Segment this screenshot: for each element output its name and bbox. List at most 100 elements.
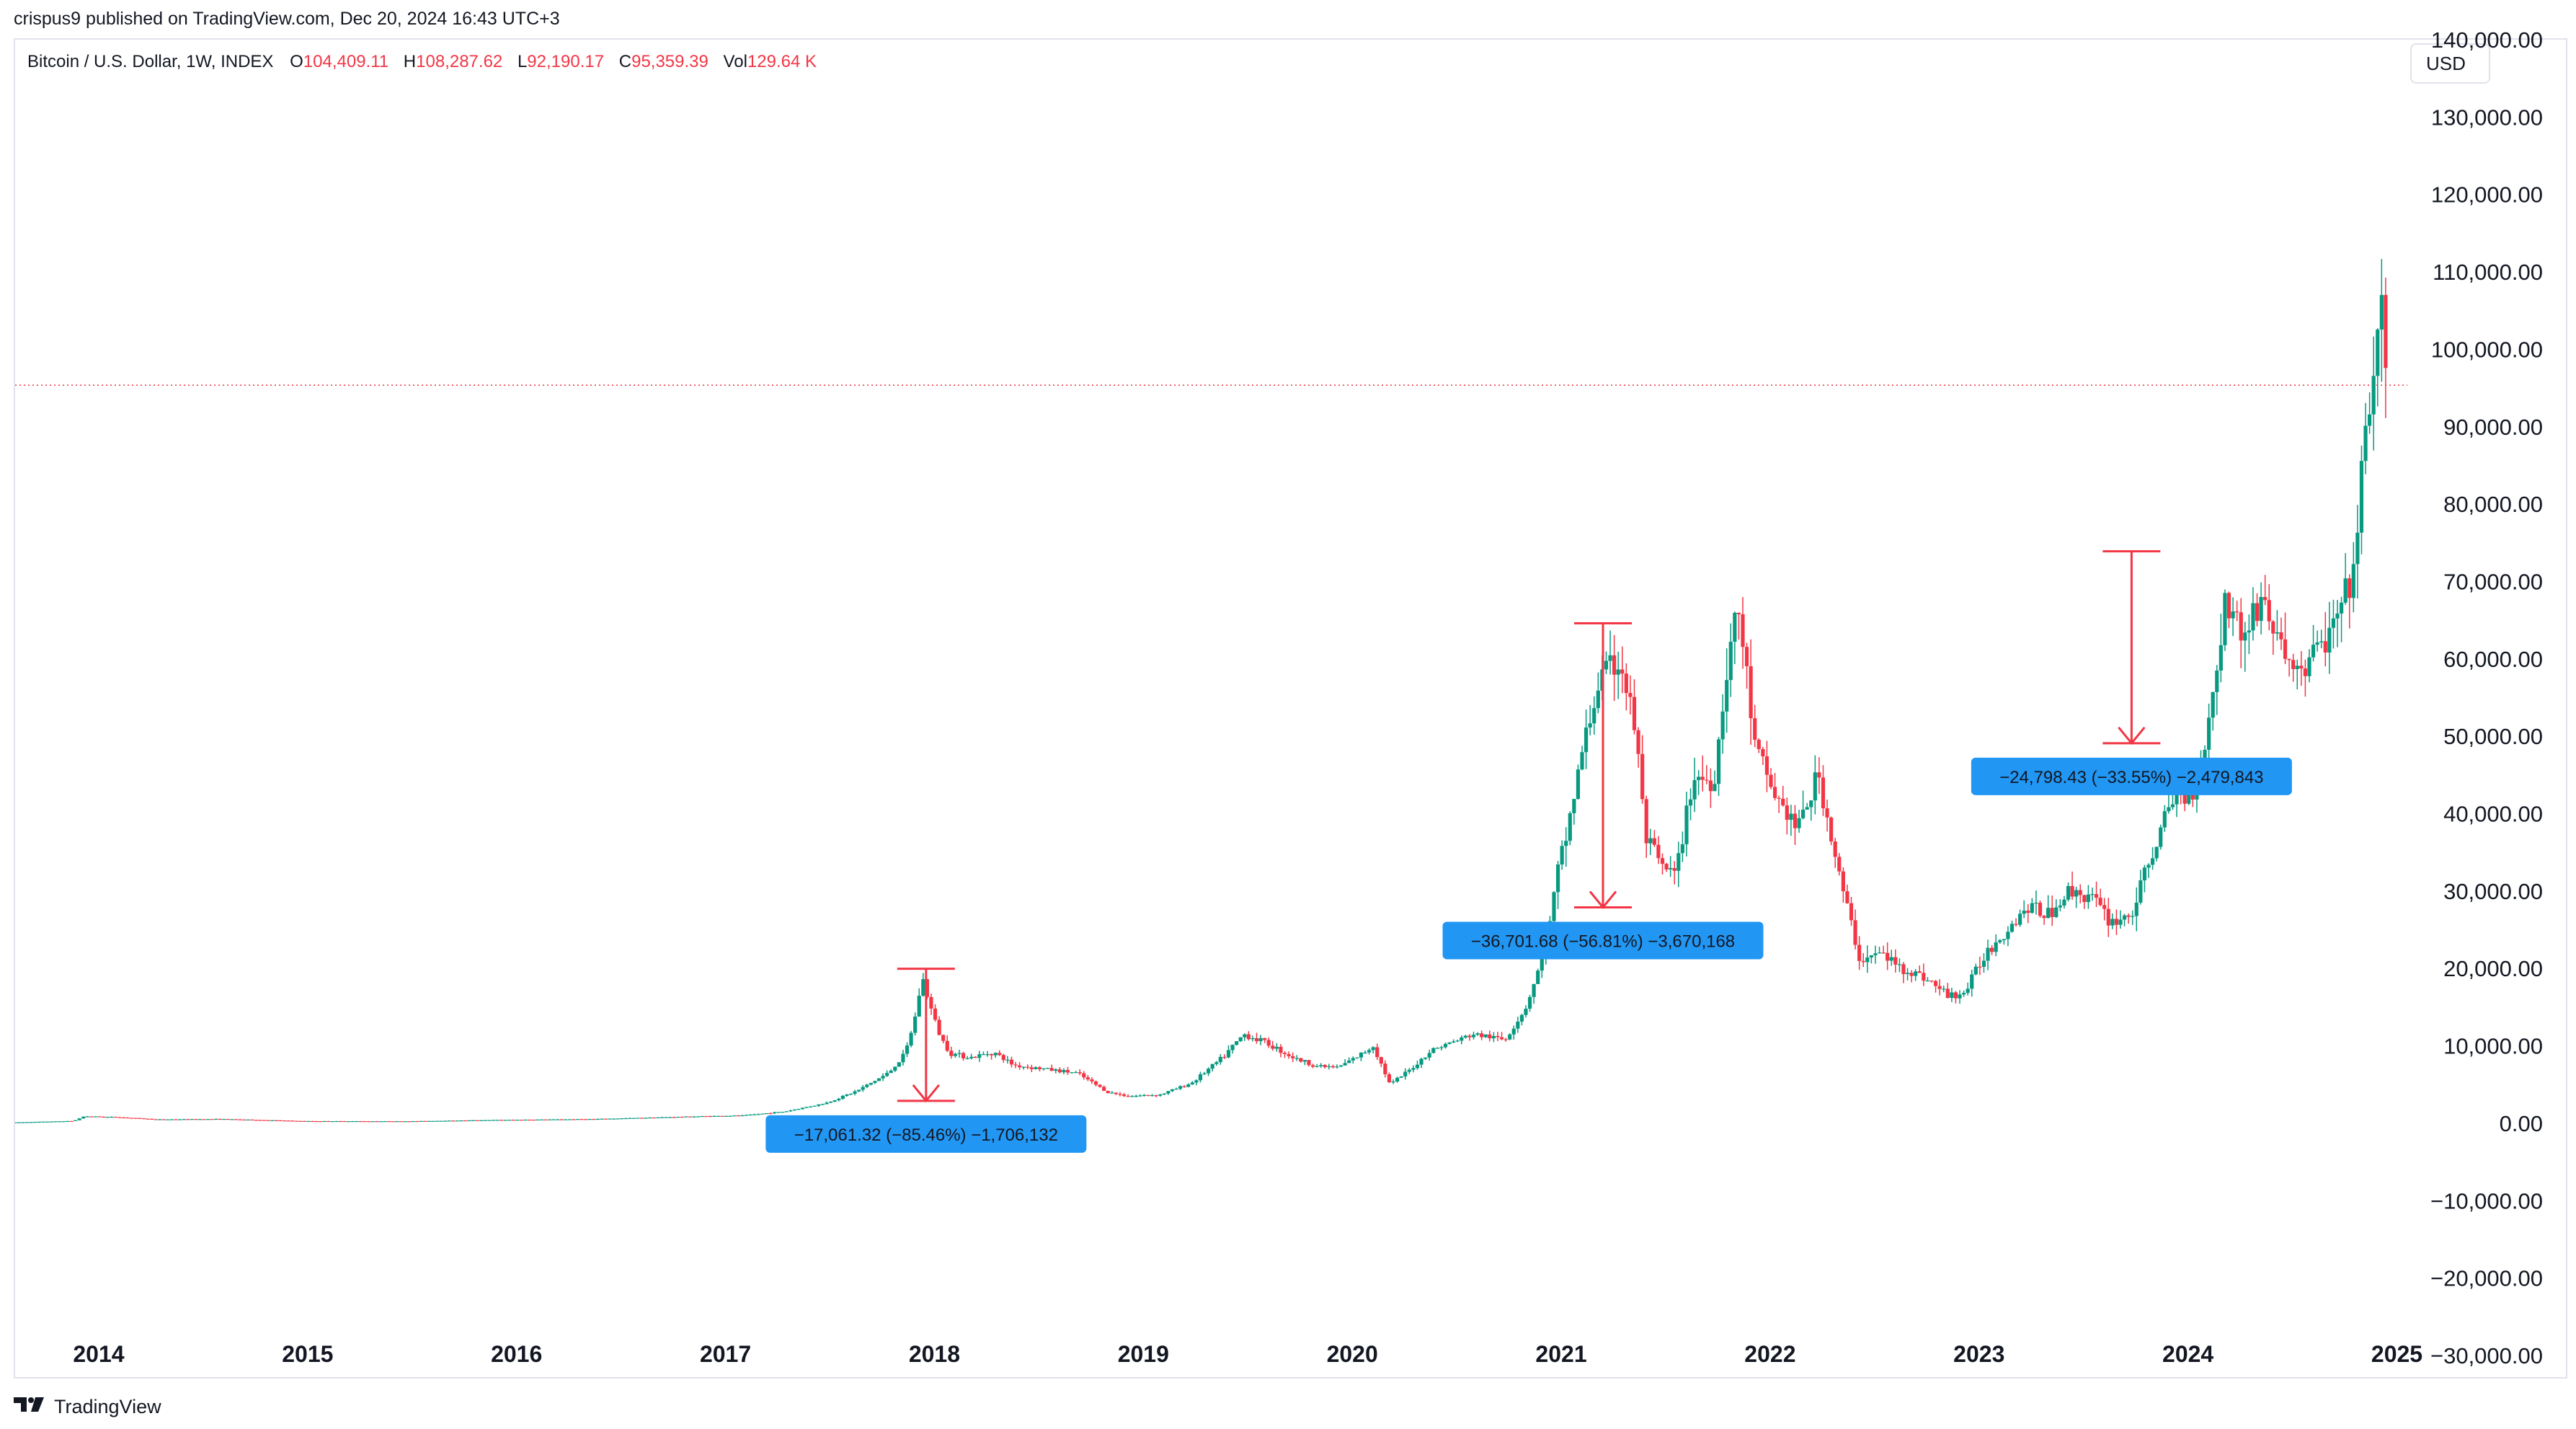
low-value: 92,190.17 xyxy=(527,52,605,71)
candle-body xyxy=(1122,1094,1127,1097)
candle-body xyxy=(1648,838,1653,844)
candle-body xyxy=(1620,669,1625,674)
candle-body xyxy=(1825,808,1829,818)
candle-body xyxy=(712,1115,716,1117)
tradingview-logo[interactable]: TradingView xyxy=(14,1396,161,1418)
candle-body xyxy=(1805,807,1809,810)
candle-body xyxy=(1460,1037,1464,1041)
candle-body xyxy=(977,1054,982,1058)
candle-body xyxy=(2384,295,2388,368)
candle-body xyxy=(2062,899,2066,906)
candle-body xyxy=(1527,996,1532,1009)
candle-body xyxy=(2102,905,2107,909)
candle-body xyxy=(1697,777,1701,780)
candle-body xyxy=(1640,753,1645,800)
candle-body xyxy=(981,1054,986,1056)
high-label: H xyxy=(403,52,417,71)
candle-body xyxy=(483,1120,487,1121)
candle-body xyxy=(623,1118,628,1120)
candle-body xyxy=(688,1116,693,1118)
candle-body xyxy=(1881,952,1886,954)
candle-body xyxy=(921,979,925,996)
candle-body xyxy=(1210,1063,1214,1069)
candle-body xyxy=(1669,867,1673,870)
candle-body xyxy=(2255,603,2260,621)
candle-body xyxy=(1873,953,1878,956)
candle-body xyxy=(631,1118,636,1119)
x-tick-label: 2014 xyxy=(73,1341,124,1367)
candle-body xyxy=(1222,1056,1227,1058)
candle-body xyxy=(1254,1038,1259,1042)
candle-body xyxy=(768,1113,773,1115)
candle-body xyxy=(1226,1050,1231,1058)
range-label-text: −24,798.43 (−33.55%) −2,479,843 xyxy=(1999,768,2263,787)
candle-body xyxy=(2267,600,2271,621)
candle-body xyxy=(1713,784,1717,792)
currency-button[interactable]: USD xyxy=(2410,43,2490,84)
candle-body xyxy=(431,1120,435,1122)
candle-body xyxy=(342,1120,347,1123)
y-tick-label: 30,000.00 xyxy=(2443,879,2543,904)
candle-body xyxy=(1395,1077,1400,1082)
candle-body xyxy=(1560,846,1564,864)
chart-frame xyxy=(14,38,2567,1379)
candle-body xyxy=(1865,957,1870,963)
candle-body xyxy=(407,1121,411,1123)
candle-body xyxy=(210,1119,214,1120)
candle-body xyxy=(2295,665,2299,669)
candle-body xyxy=(1287,1054,1291,1056)
candle-body xyxy=(2106,908,2110,926)
candle-body xyxy=(2219,645,2223,671)
candle-body xyxy=(2058,905,2062,908)
candle-body xyxy=(65,1120,70,1123)
y-tick-label: 10,000.00 xyxy=(2443,1034,2543,1059)
candle-body xyxy=(1845,891,1849,903)
candles-group xyxy=(15,259,2388,1123)
candle-body xyxy=(419,1120,423,1122)
y-tick-label: 80,000.00 xyxy=(2443,492,2543,517)
candle-body xyxy=(2098,898,2102,906)
candle-body xyxy=(1046,1068,1050,1069)
candle-body xyxy=(861,1087,865,1090)
symbol-title: Bitcoin / U.S. Dollar, 1W, INDEX xyxy=(27,52,274,71)
candle-body xyxy=(1198,1074,1203,1081)
candle-body xyxy=(2074,890,2079,897)
candle-body xyxy=(1294,1058,1299,1059)
candle-body xyxy=(2050,908,2054,917)
candle-body xyxy=(2271,621,2275,634)
candle-body xyxy=(290,1120,295,1122)
candle-body xyxy=(322,1120,327,1123)
candle-body xyxy=(1616,669,1620,675)
range-label-box xyxy=(1442,921,1764,960)
candle-body xyxy=(1407,1069,1411,1072)
candle-body xyxy=(1769,774,1773,787)
candle-body xyxy=(740,1115,745,1117)
candle-body xyxy=(800,1107,805,1110)
candle-body xyxy=(2082,895,2087,903)
candle-body xyxy=(680,1116,684,1118)
candle-body xyxy=(2070,885,2074,897)
candle-body xyxy=(177,1119,182,1120)
candle-body xyxy=(2022,911,2026,914)
candle-body xyxy=(1568,813,1572,841)
candle-body xyxy=(2090,894,2095,895)
candle-body xyxy=(2146,864,2151,868)
y-tick-label: 130,000.00 xyxy=(2431,105,2543,130)
candle-body xyxy=(579,1119,584,1120)
candle-body xyxy=(411,1120,415,1123)
candle-body xyxy=(1093,1081,1098,1085)
y-tick-label: −30,000.00 xyxy=(2430,1343,2543,1368)
range-label-box xyxy=(765,1115,1087,1153)
candle-body xyxy=(214,1118,218,1120)
candle-body xyxy=(1037,1067,1042,1069)
candle-body xyxy=(286,1120,290,1122)
candle-body xyxy=(1427,1053,1431,1058)
candle-body xyxy=(169,1119,174,1120)
candle-body xyxy=(1813,772,1817,801)
candle-body xyxy=(2054,907,2058,917)
y-tick-label: −10,000.00 xyxy=(2430,1188,2543,1213)
candle-body xyxy=(1379,1057,1383,1064)
candle-body xyxy=(1736,612,1741,614)
x-tick-label: 2023 xyxy=(1953,1341,2004,1367)
